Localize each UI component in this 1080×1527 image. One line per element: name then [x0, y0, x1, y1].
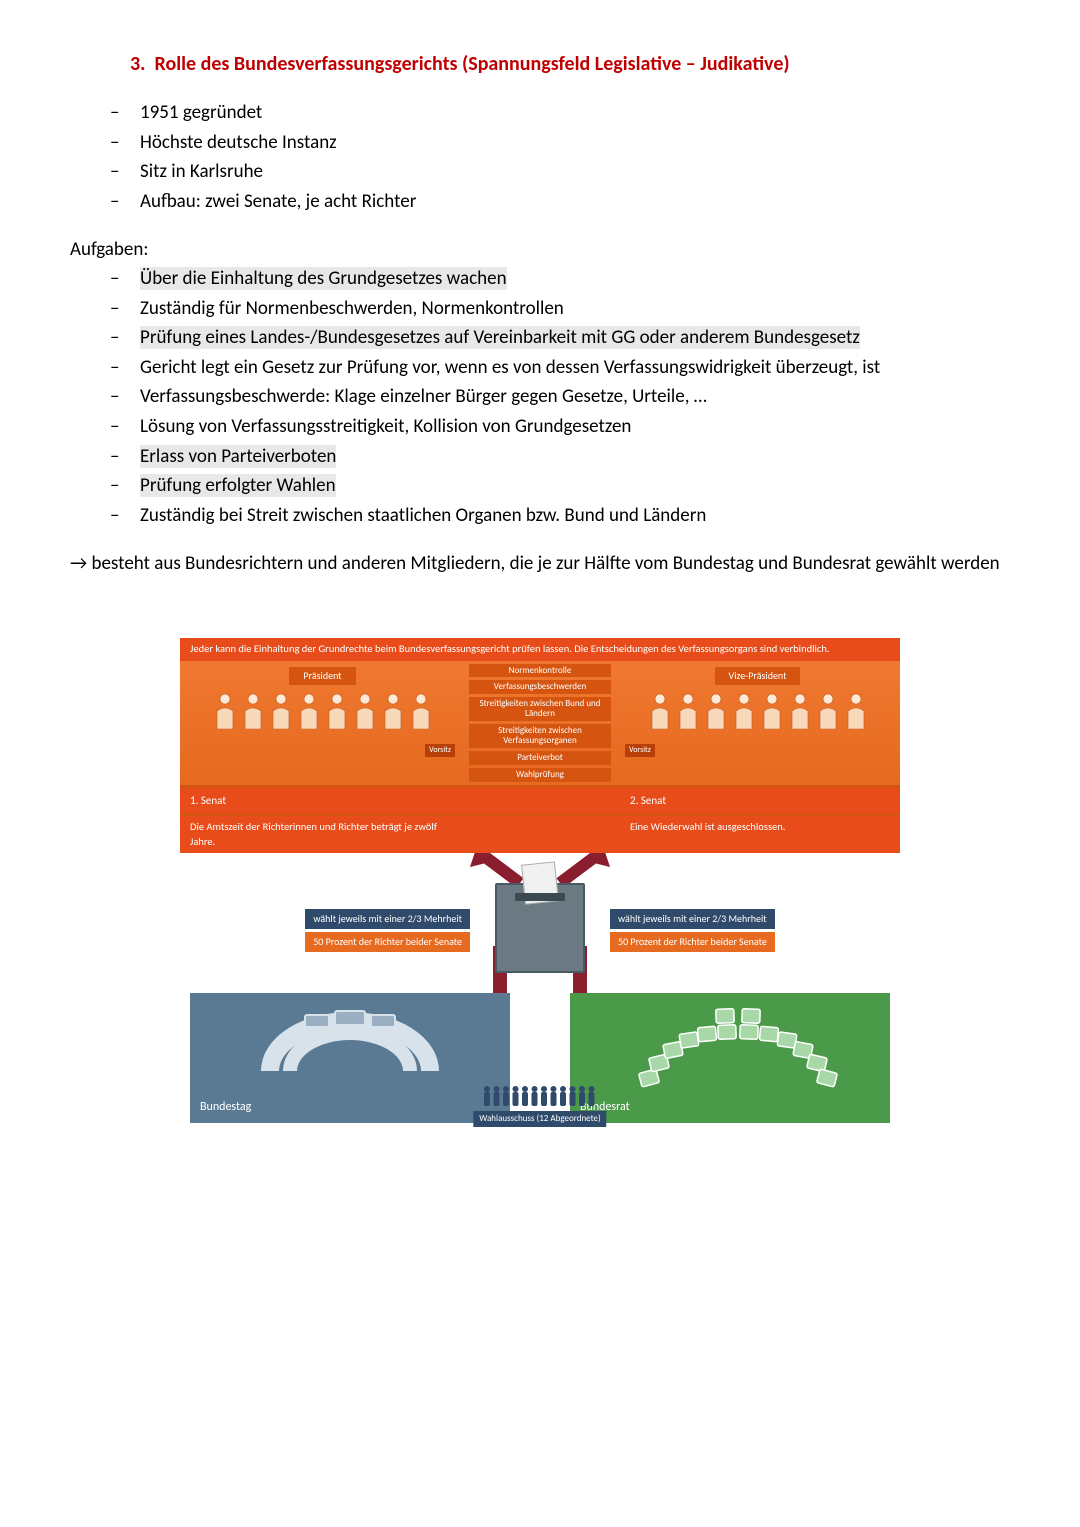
competency-item: Streitigkeiten zwischen Verfassungsorgan…: [469, 724, 611, 748]
senat-1-label: 1. Senat: [180, 785, 460, 813]
judge-icon: [703, 691, 729, 729]
info-row: Die Amtszeit der Richterinnen und Richte…: [180, 813, 900, 853]
conclusion-text: besteht aus Bundesrichtern und anderen M…: [92, 552, 1000, 575]
election-flow-area: wählt jeweils mit einer 2/3 Mehrheit 50 …: [180, 853, 900, 1133]
main-bullet-list: 1951 gegründet Höchste deutsche InstanzSi…: [110, 100, 1010, 215]
judge-icon: [731, 691, 757, 729]
president-label: Präsident: [289, 667, 355, 685]
bundesrat-block: Bundesrat: [570, 993, 890, 1123]
section-heading: 3. Rolle des Bundesverfassungsgerichts (…: [130, 50, 1010, 78]
list-item: Verfassungsbeschwerde: Klage einzelner B…: [110, 384, 1010, 411]
judge-icon: [352, 691, 378, 729]
competencies-column: Normenkontrolle Verfassungsbeschwerden Str…: [465, 661, 615, 785]
vorsitz-2: Vorsitz: [625, 744, 655, 757]
left-election-labels: wählt jeweils mit einer 2/3 Mehrheit 50 …: [250, 909, 470, 952]
competency-item: Wahlprüfung: [469, 768, 611, 782]
heading-text: Rolle des Bundesverfassungsgerichts (Spa…: [155, 52, 790, 76]
list-item: Lösung von Verfassungsstreitigkeit, Koll…: [110, 414, 1010, 441]
judge-icon: [675, 691, 701, 729]
ballot-box-icon: [495, 883, 585, 973]
senat-2-judges: [619, 691, 896, 729]
judge-icon: [647, 691, 673, 729]
wahlausschuss-label: Wahlausschuss (12 Abgeordnete): [473, 1111, 606, 1128]
judge-icon: [759, 691, 785, 729]
bundestag-seating-icon: [250, 1001, 450, 1091]
vice-president-label: Vize-Präsident: [715, 667, 801, 685]
senat-1-judges: [184, 691, 461, 729]
list-item: Zuständig für Normenbeschwerden, Normenk…: [110, 296, 1010, 323]
bundestag-block: Bundestag: [190, 993, 510, 1123]
majority-label-left: wählt jeweils mit einer 2/3 Mehrheit: [305, 909, 470, 929]
percent-label-right: 50 Prozent der Richter beider Senate: [610, 932, 775, 952]
judge-icon: [787, 691, 813, 729]
list-item: 1951 gegründet: [110, 100, 1010, 127]
list-item: Prüfung eines Landes-/Bundesgesetzes auf…: [110, 325, 1010, 352]
list-item: Zuständig bei Streit zwischen staatliche…: [110, 503, 1010, 530]
competency-item: Verfassungsbeschwerden: [469, 680, 611, 694]
bundestag-label: Bundestag: [200, 1099, 251, 1116]
judge-icon: [843, 691, 869, 729]
judge-icon: [212, 691, 238, 729]
competency-item: Parteiverbot: [469, 751, 611, 765]
list-item: Höchste deutsche Instanz: [110, 130, 1010, 157]
judge-icon: [268, 691, 294, 729]
tasks-heading: Aufgaben:: [70, 237, 1010, 264]
judge-icon: [815, 691, 841, 729]
reelection-info: Eine Wiederwahl ist ausgeschlossen.: [610, 813, 900, 853]
majority-label-right: wählt jeweils mit einer 2/3 Mehrheit: [610, 909, 775, 929]
list-item: Sitz in Karlsruhe: [110, 159, 1010, 186]
vorsitz-1: Vorsitz: [425, 744, 455, 757]
list-item: Erlass von Parteiverboten: [110, 444, 1010, 471]
bundesrat-seating-icon: [620, 1001, 840, 1096]
conclusion-paragraph: besteht aus Bundesrichtern und anderen M…: [70, 551, 1010, 578]
judge-icon: [240, 691, 266, 729]
term-info: Die Amtszeit der Richterinnen und Richte…: [180, 813, 460, 853]
senat-labels: 1. Senat 2. Senat: [180, 785, 900, 813]
heading-number: 3.: [130, 52, 145, 76]
right-election-labels: wählt jeweils mit einer 2/3 Mehrheit 50 …: [610, 909, 830, 952]
judge-icon: [380, 691, 406, 729]
diagram-top-banner: Jeder kann die Einhaltung der Grundrecht…: [180, 638, 900, 661]
list-item: Aufbau: zwei Senate, je acht Richter: [110, 189, 1010, 216]
senat-2-label: 2. Senat: [610, 785, 900, 813]
competency-item: Streitigkeiten zwischen Bund und Ländern: [469, 697, 611, 721]
wahlausschuss-figures-icon: [480, 1083, 600, 1111]
percent-label-left: 50 Prozent der Richter beider Senate: [305, 932, 470, 952]
senat-row: Präsident: [180, 661, 900, 785]
judge-icon: [296, 691, 322, 729]
bvg-diagram: Jeder kann die Einhaltung der Grundrecht…: [180, 638, 900, 1134]
tasks-bullet-list: Über die Einhaltung des Grundgesetzes wa…: [110, 266, 1010, 529]
list-item: Über die Einhaltung des Grundgesetzes wa…: [110, 266, 1010, 293]
competency-item: Normenkontrolle: [469, 664, 611, 678]
list-item: Prüfung erfolgter Wahlen: [110, 473, 1010, 500]
judge-icon: [408, 691, 434, 729]
senat-1-block: Präsident: [180, 661, 465, 785]
list-item: Gericht legt ein Gesetz zur Prüfung vor,…: [110, 355, 1010, 382]
senat-2-block: Vize-Präsident: [615, 661, 900, 785]
judge-icon: [324, 691, 350, 729]
